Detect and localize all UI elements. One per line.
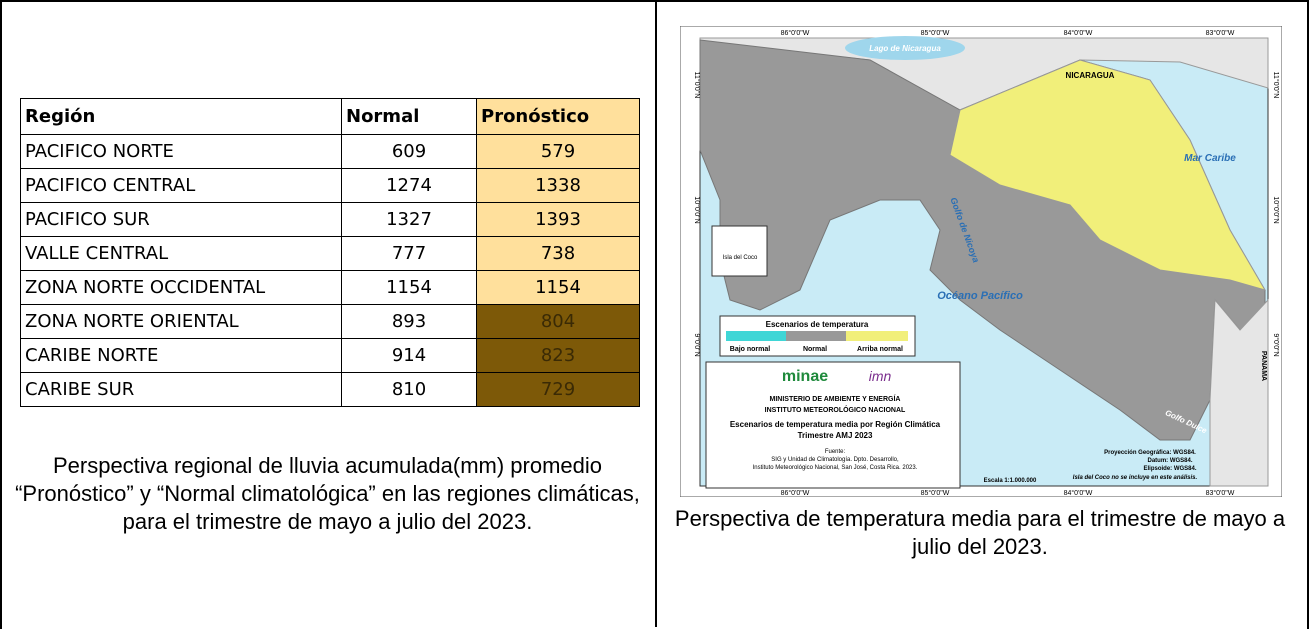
value-cell: 914 bbox=[342, 339, 477, 373]
header-cell: Región bbox=[21, 99, 342, 135]
info-text: MINISTERIO DE AMBIENTE Y ENERGÍA bbox=[770, 394, 901, 403]
column-divider bbox=[655, 0, 657, 627]
logo: imn bbox=[869, 368, 892, 384]
region-cell: ZONA NORTE OCCIDENTAL bbox=[21, 271, 342, 305]
lat-label: 11°0'0"N bbox=[693, 72, 701, 99]
value-cell: 729 bbox=[477, 373, 640, 407]
value-cell: 738 bbox=[477, 237, 640, 271]
legend-swatch bbox=[726, 331, 786, 341]
map-label: NICARAGUA bbox=[1066, 71, 1115, 80]
lon-label: 84°0'0"W bbox=[1064, 29, 1093, 37]
lon-label: 84°0'0"W bbox=[1064, 489, 1093, 497]
value-cell: 893 bbox=[342, 305, 477, 339]
value-cell: 579 bbox=[477, 135, 640, 169]
value-cell: 1154 bbox=[342, 271, 477, 305]
info-text: SIG y Unidad de Climatología. Dpto. Desa… bbox=[771, 457, 899, 463]
lat-label: 11°0'0"N bbox=[1272, 72, 1280, 99]
map-label: Mar Caribe bbox=[1184, 153, 1236, 164]
lon-label: 83°0'0"W bbox=[1206, 489, 1235, 497]
right-caption: Perspectiva de temperatura media para el… bbox=[670, 505, 1290, 561]
value-cell: 1274 bbox=[342, 169, 477, 203]
lon-label: 83°0'0"W bbox=[1206, 29, 1235, 37]
legend-item: Arriba normal bbox=[857, 346, 903, 353]
value-cell: 1393 bbox=[477, 203, 640, 237]
lat-label: 10°0'0"N bbox=[1272, 196, 1280, 223]
value-cell: 777 bbox=[342, 237, 477, 271]
left-caption: Perspectiva regional de lluvia acumulada… bbox=[10, 452, 645, 536]
info-text: Instituto Meteorológico Nacional, San Jo… bbox=[753, 465, 918, 471]
lat-label: 9°0'0"N bbox=[693, 333, 701, 356]
map-label: Isla del Coco bbox=[723, 255, 758, 261]
projection-text: Datum: WGS84. bbox=[1147, 458, 1192, 464]
info-text: INSTITUTO METEOROLÓGICO NACIONAL bbox=[765, 405, 906, 414]
legend-swatch bbox=[786, 331, 846, 341]
map: 86°0'0"W 86°0'0"W 85°0'0"W 85°0'0"W 84°0'0"W… bbox=[680, 26, 1282, 497]
header-cell: Normal bbox=[342, 99, 477, 135]
table-header: Región Normal Pronóstico bbox=[21, 99, 640, 135]
lon-label: 86°0'0"W bbox=[781, 29, 810, 37]
lat-label: 9°0'0"N bbox=[1272, 333, 1280, 356]
region-cell: CARIBE NORTE bbox=[21, 339, 342, 373]
info-text: Escenarios de temperatura media por Regi… bbox=[730, 420, 941, 429]
info-text: Fuente: bbox=[825, 449, 846, 455]
page: Región Normal Pronóstico PACIFICO NORTE6… bbox=[0, 0, 1309, 627]
region-cell: ZONA NORTE ORIENTAL bbox=[21, 305, 342, 339]
projection-text: Proyección Geográfica: WGS84. bbox=[1104, 450, 1196, 456]
region-cell: PACIFICO SUR bbox=[21, 203, 342, 237]
value-cell: 810 bbox=[342, 373, 477, 407]
legend-swatch bbox=[846, 331, 908, 341]
lon-label: 85°0'0"W bbox=[921, 29, 950, 37]
coco-inset bbox=[712, 226, 767, 276]
lat-label: 10°0'0"N bbox=[693, 196, 701, 223]
info-text: Trimestre AMJ 2023 bbox=[798, 431, 873, 440]
value-cell: 1154 bbox=[477, 271, 640, 305]
value-cell: 1338 bbox=[477, 169, 640, 203]
value-cell: 823 bbox=[477, 339, 640, 373]
region-cell: VALLE CENTRAL bbox=[21, 237, 342, 271]
scale-text: Escala 1:1.000.000 bbox=[984, 478, 1037, 484]
logo: minae bbox=[782, 368, 828, 385]
value-cell: 804 bbox=[477, 305, 640, 339]
lon-label: 86°0'0"W bbox=[781, 489, 810, 497]
region-cell: CARIBE SUR bbox=[21, 373, 342, 407]
value-cell: 609 bbox=[342, 135, 477, 169]
value-cell: 1327 bbox=[342, 203, 477, 237]
region-cell: PACIFICO NORTE bbox=[21, 135, 342, 169]
lon-label: 85°0'0"W bbox=[921, 489, 950, 497]
region-cell: PACIFICO CENTRAL bbox=[21, 169, 342, 203]
legend-item: Bajo normal bbox=[730, 346, 771, 353]
projection-text: Elipsoide: WGS84. bbox=[1143, 466, 1196, 472]
projection-text: Isla del Coco no se incluye en este anál… bbox=[1073, 475, 1198, 481]
legend-title: Escenarios de temperatura bbox=[766, 320, 869, 329]
legend-item: Normal bbox=[803, 346, 827, 353]
map-label: Lago de Nicaragua bbox=[869, 44, 941, 53]
map-label: PANAMA bbox=[1260, 351, 1267, 381]
map-label: Océano Pacífico bbox=[937, 290, 1023, 302]
header-cell: Pronóstico bbox=[477, 99, 640, 135]
